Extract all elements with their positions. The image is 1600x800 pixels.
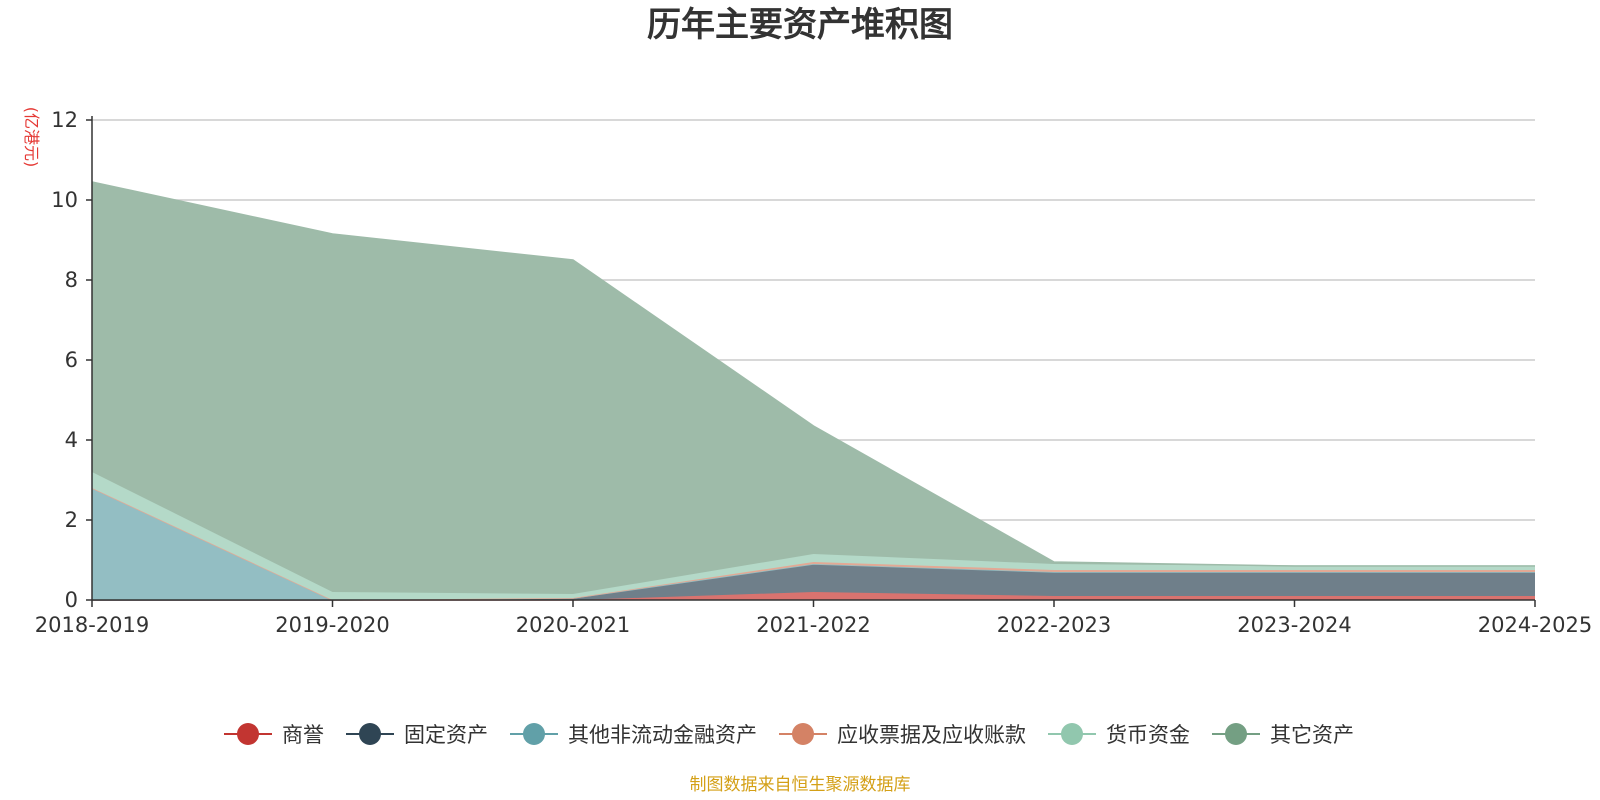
area-其它资产: [92, 182, 1535, 594]
legend-marker-icon: [1061, 723, 1083, 745]
x-tick-label: 2022-2023: [997, 613, 1111, 637]
area-其他非流动金融资产: [92, 488, 1535, 600]
x-tick-label: 2020-2021: [516, 613, 630, 637]
y-tick-label: 2: [65, 508, 78, 532]
legend-label: 其他非流动金融资产: [568, 723, 757, 747]
legend-marker-icon: [523, 723, 545, 745]
y-tick-label: 8: [65, 268, 78, 292]
area-应收票据及应收账款: [92, 488, 1535, 600]
legend-item-货币资金[interactable]: 货币资金: [1048, 723, 1190, 747]
x-tick-label: 2023-2024: [1237, 613, 1351, 637]
data-source-note: 制图数据来自恒生聚源数据库: [690, 775, 911, 795]
line-其它资产: [91, 181, 1535, 567]
legend-marker-icon: [359, 723, 381, 745]
area-商誉: [92, 592, 1535, 600]
x-tick-label: 2021-2022: [756, 613, 870, 637]
legend-marker-icon: [792, 723, 814, 745]
legend-item-其他非流动金融资产[interactable]: 其他非流动金融资产: [510, 723, 757, 747]
legend-marker-icon: [1225, 723, 1247, 745]
legend-label: 应收票据及应收账款: [837, 723, 1026, 747]
y-tick-label: 10: [51, 188, 78, 212]
x-tick-label: 2019-2020: [275, 613, 389, 637]
y-tick-label: 12: [51, 108, 78, 132]
legend-label: 固定资产: [404, 723, 488, 747]
legend-label: 商誉: [282, 723, 324, 747]
y-tick-label: 4: [65, 428, 78, 452]
legend-item-商誉[interactable]: 商誉: [224, 723, 324, 747]
x-tick-label: 2024-2025: [1478, 613, 1592, 637]
area-货币资金: [92, 472, 1535, 600]
y-tick-label: 0: [65, 588, 78, 612]
axes: 0 2 4 6 8 10 12 2018-2019 2019-2020 2020-2021 2021…: [35, 108, 1592, 637]
area-series: [91, 181, 1535, 601]
y-tick-label: 6: [65, 348, 78, 372]
legend-item-固定资产[interactable]: 固定资产: [346, 723, 488, 747]
chart-title: 历年主要资产堆积图: [647, 5, 953, 45]
area-固定资产: [92, 564, 1535, 600]
legend-marker-icon: [237, 723, 259, 745]
x-tick-label: 2018-2019: [35, 613, 149, 637]
y-axis-unit-label: (亿港元): [22, 107, 41, 168]
legend-item-应收票据及应收账款[interactable]: 应收票据及应收账款: [779, 723, 1026, 747]
legend[interactable]: 商誉 固定资产 其他非流动金融资产 应收票据及应收账款 货币资金 其它资产: [224, 723, 1354, 747]
legend-label: 其它资产: [1270, 723, 1354, 747]
legend-label: 货币资金: [1106, 723, 1190, 747]
legend-item-其它资产[interactable]: 其它资产: [1212, 723, 1354, 747]
